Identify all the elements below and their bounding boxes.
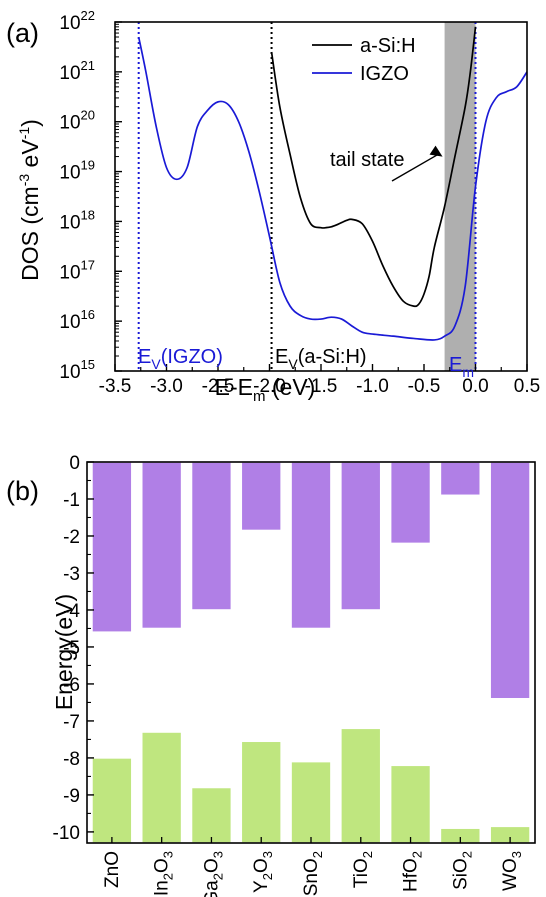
reference-label-0: EV(IGZO): [138, 346, 223, 372]
category-label-Y2O3: Y2O3: [251, 851, 275, 893]
x-tick-label: -3.5: [99, 376, 132, 397]
bar-top-ZnO: [91, 461, 133, 633]
category-label-SiO2: SiO2: [450, 851, 474, 890]
material-labels: ZnO In2O3 Ga2O3 Y2O3 SnO2 TiO2 HfO2 SiO2 WO3: [102, 837, 524, 897]
dos-series: [137, 26, 528, 341]
panel-label-a: (a): [6, 18, 39, 48]
bar-top-TiO2: [340, 461, 382, 611]
category-label-SnO2: SnO2: [301, 851, 325, 896]
y-axis-label: DOS (cm-3 eV-1): [16, 119, 43, 281]
energy-tick-label: -1: [63, 490, 80, 511]
x-tick-label: 0.5: [514, 376, 540, 397]
y-tick-label: 1020: [59, 108, 95, 134]
category-label-WO3: WO3: [500, 851, 524, 891]
energy-tick-label: -10: [53, 823, 80, 844]
y-tick-label: 1019: [59, 158, 95, 184]
bar-top-HfO2: [389, 461, 432, 545]
x-axis-ticks: -3.5 -3.0 -2.5 -2.0 -1.5 -1.0 -0.5 0.0 0.5: [99, 364, 540, 397]
bar-top-WO3: [489, 461, 531, 700]
energy-tick-label: -5: [63, 638, 80, 659]
bar-top-Y2O3: [240, 461, 282, 532]
annotation-arrow-line: [391, 152, 440, 182]
y-tick-label: 1021: [59, 58, 95, 84]
energy-tick-label: -3: [63, 564, 80, 585]
x-tick-label: -1.5: [305, 376, 338, 397]
series-line-a-Si:H: [270, 26, 477, 308]
bar-top-SiO2: [439, 461, 481, 497]
legend-label: IGZO: [360, 63, 409, 85]
panel-label-b: (b): [6, 476, 39, 506]
y-tick-label: 1022: [59, 8, 95, 34]
bar-bottom-HfO2: [389, 764, 432, 844]
energy-axis-label: Energy(eV): [51, 594, 77, 710]
energy-bar-chart: 0 -1 -2 -3 -4 -5 -6 -7 -8 -9 -10 ZnO In2O3 Ga2O3 Y2O3…: [6, 453, 536, 897]
y-tick-label: 1015: [59, 357, 95, 383]
reference-line-labels: EV(IGZO) EV(a-Si:H) Em: [138, 346, 474, 380]
y-tick-label: 1016: [59, 307, 95, 333]
reference-label-2: Em: [449, 354, 474, 380]
bar-bottom-Y2O3: [240, 740, 282, 844]
category-label-ZnO: ZnO: [102, 851, 123, 888]
category-label-TiO2: TiO2: [351, 851, 375, 888]
energy-tick-label: 0: [69, 453, 80, 474]
category-label-HfO2: HfO2: [401, 851, 425, 892]
energy-bars: [91, 461, 531, 844]
y-tick-label: 1017: [59, 257, 95, 283]
energy-tick-label: -6: [63, 675, 80, 696]
annotation-arrow-head: [429, 145, 443, 157]
tail-state-annotation: tail state: [330, 145, 443, 182]
energy-tick-label: -9: [63, 786, 80, 807]
x-tick-label: -3.0: [150, 376, 183, 397]
annotation-text: tail state: [330, 149, 404, 171]
x-tick-label: -2.5: [202, 376, 235, 397]
x-tick-label: -0.5: [408, 376, 441, 397]
legend-label: a-Si:H: [360, 35, 416, 57]
energy-tick-label: -4: [63, 601, 80, 622]
y-tick-label: 1018: [59, 207, 95, 233]
bar-top-SnO2: [290, 461, 332, 630]
y-axis-ticks: 1015 1016 1017 1018 1019 1020 1021 1022: [59, 8, 122, 383]
bar-bottom-TiO2: [340, 727, 382, 844]
bar-bottom-SnO2: [290, 760, 332, 844]
energy-tick-label: -2: [63, 527, 80, 548]
energy-tick-label: -7: [63, 712, 80, 733]
dos-chart: -3.5 -3.0 -2.5 -2.0 -1.5 -1.0 -0.5 0.0 0.5 10151…: [6, 8, 540, 405]
category-label-In2O3: In2O3: [152, 851, 176, 896]
x-tick-label: -1.0: [356, 376, 389, 397]
reference-label-1: EV(a-Si:H): [275, 346, 367, 372]
x-tick-label: 0.0: [462, 376, 488, 397]
bar-bottom-In2O3: [141, 731, 183, 844]
legend: a-Si:H IGZO: [312, 35, 416, 85]
energy-y-ticks: 0 -1 -2 -3 -4 -5 -6 -7 -8 -9 -10: [53, 453, 94, 844]
bar-top-Ga2O3: [190, 461, 233, 611]
x-tick-label: -2.0: [253, 376, 286, 397]
x-axis-label: E-Em (eV): [215, 374, 316, 405]
category-label-Ga2O3: Ga2O3: [201, 851, 225, 897]
bar-top-In2O3: [141, 461, 183, 630]
energy-tick-label: -8: [63, 749, 80, 770]
series-line-IGZO: [137, 36, 528, 341]
reference-lines: [137, 22, 477, 371]
bar-bottom-Ga2O3: [190, 786, 233, 844]
bar-bottom-ZnO: [91, 757, 133, 844]
